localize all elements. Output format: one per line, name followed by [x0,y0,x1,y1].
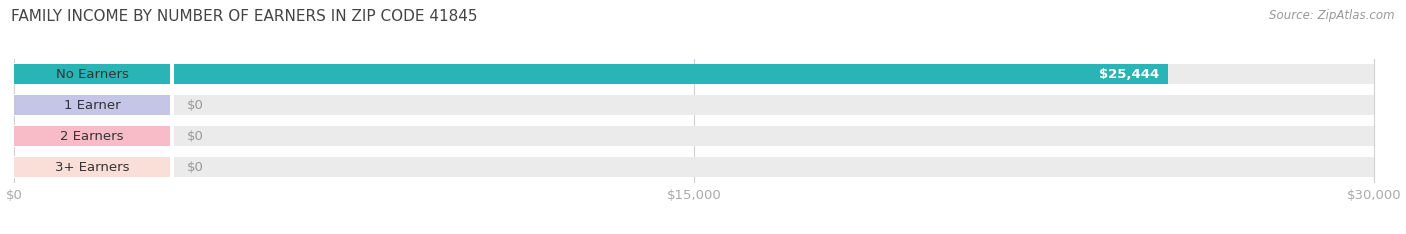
Bar [14,157,170,177]
Bar [14,64,1168,84]
Bar [14,126,170,146]
Text: $0: $0 [187,99,204,112]
Text: No Earners: No Earners [56,67,128,80]
Text: 1 Earner: 1 Earner [63,99,121,112]
Text: 2 Earners: 2 Earners [60,129,124,143]
Text: Source: ZipAtlas.com: Source: ZipAtlas.com [1270,9,1395,22]
Text: $0: $0 [187,161,204,174]
Bar [14,95,170,115]
Bar [14,157,1374,177]
Bar [14,126,1374,146]
Text: FAMILY INCOME BY NUMBER OF EARNERS IN ZIP CODE 41845: FAMILY INCOME BY NUMBER OF EARNERS IN ZI… [11,9,478,24]
Bar [14,64,1374,84]
Bar [10,95,174,116]
Bar [14,64,170,84]
Bar [10,157,174,178]
Text: 3+ Earners: 3+ Earners [55,161,129,174]
Bar [10,63,174,84]
Bar [10,125,174,146]
Bar [14,95,1374,115]
Text: $0: $0 [187,129,204,143]
Text: $25,444: $25,444 [1099,67,1160,80]
